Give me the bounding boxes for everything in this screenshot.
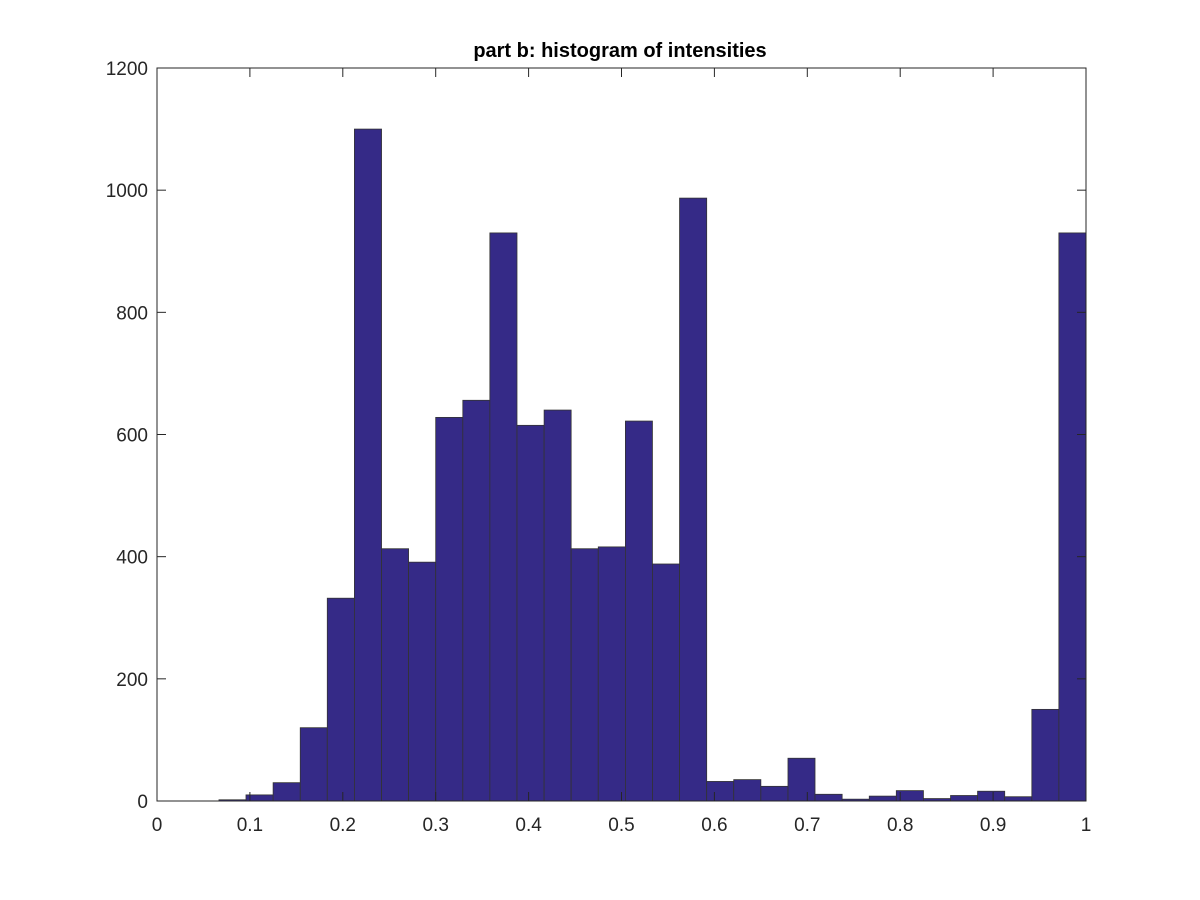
histogram-bar bbox=[489, 232, 518, 802]
y-tick-label: 600 bbox=[116, 426, 148, 447]
y-tick-label: 800 bbox=[116, 303, 148, 324]
y-tick-label: 200 bbox=[116, 670, 148, 691]
histogram-bar bbox=[733, 779, 762, 802]
histogram-bar bbox=[354, 128, 382, 802]
histogram-bar bbox=[326, 597, 355, 802]
chart-title: part b: histogram of intensities bbox=[473, 40, 766, 62]
histogram-bar bbox=[625, 420, 653, 802]
y-tick-label: 1200 bbox=[106, 59, 148, 80]
x-tick-label: 0.8 bbox=[887, 815, 913, 836]
x-tick-label: 0.5 bbox=[608, 815, 634, 836]
x-tick-label: 0.4 bbox=[515, 815, 542, 836]
histogram-bar bbox=[706, 781, 735, 802]
histogram-bar bbox=[950, 795, 978, 802]
x-tick-label: 0.3 bbox=[422, 815, 448, 836]
histogram-bar bbox=[299, 727, 328, 802]
histogram-bar bbox=[381, 548, 409, 802]
histogram-bar bbox=[1004, 796, 1033, 802]
histogram-bar bbox=[652, 563, 680, 802]
histogram-bar bbox=[516, 424, 545, 802]
axes-group: 0 0.1 0.2 0.3 0.4 0.5 0.6 0.7 0.8 0.9 1 0 200 400 600 8… bbox=[106, 59, 1092, 836]
histogram-bar bbox=[570, 548, 599, 802]
histogram-bar bbox=[1058, 232, 1087, 802]
histogram-bar bbox=[272, 782, 301, 802]
histogram-bar bbox=[679, 197, 708, 802]
histogram-bar bbox=[868, 795, 897, 802]
x-tick-label: 0.1 bbox=[237, 815, 263, 836]
histogram-bar bbox=[462, 399, 491, 802]
x-tick-label: 0.7 bbox=[794, 815, 820, 836]
y-tick-label: 1000 bbox=[106, 181, 148, 202]
histogram-bar bbox=[543, 409, 572, 802]
histogram-bar bbox=[787, 757, 816, 802]
x-tick-label: 0 bbox=[152, 815, 163, 836]
histogram-bar bbox=[1031, 708, 1060, 802]
histogram-bar bbox=[814, 793, 843, 802]
x-tick-label: 0.2 bbox=[330, 815, 356, 836]
x-tick-label: 1 bbox=[1081, 815, 1092, 836]
histogram-bar bbox=[597, 546, 626, 802]
x-tick-label: 0.6 bbox=[701, 815, 727, 836]
histogram-bar bbox=[435, 416, 464, 802]
y-tick-label: 400 bbox=[116, 548, 148, 569]
histogram-bar bbox=[408, 561, 437, 802]
histogram-bar bbox=[977, 790, 1006, 802]
bars-group bbox=[218, 128, 1087, 802]
x-tick-label: 0.9 bbox=[980, 815, 1006, 836]
histogram-bar bbox=[760, 785, 789, 802]
y-tick-label: 0 bbox=[137, 792, 148, 813]
